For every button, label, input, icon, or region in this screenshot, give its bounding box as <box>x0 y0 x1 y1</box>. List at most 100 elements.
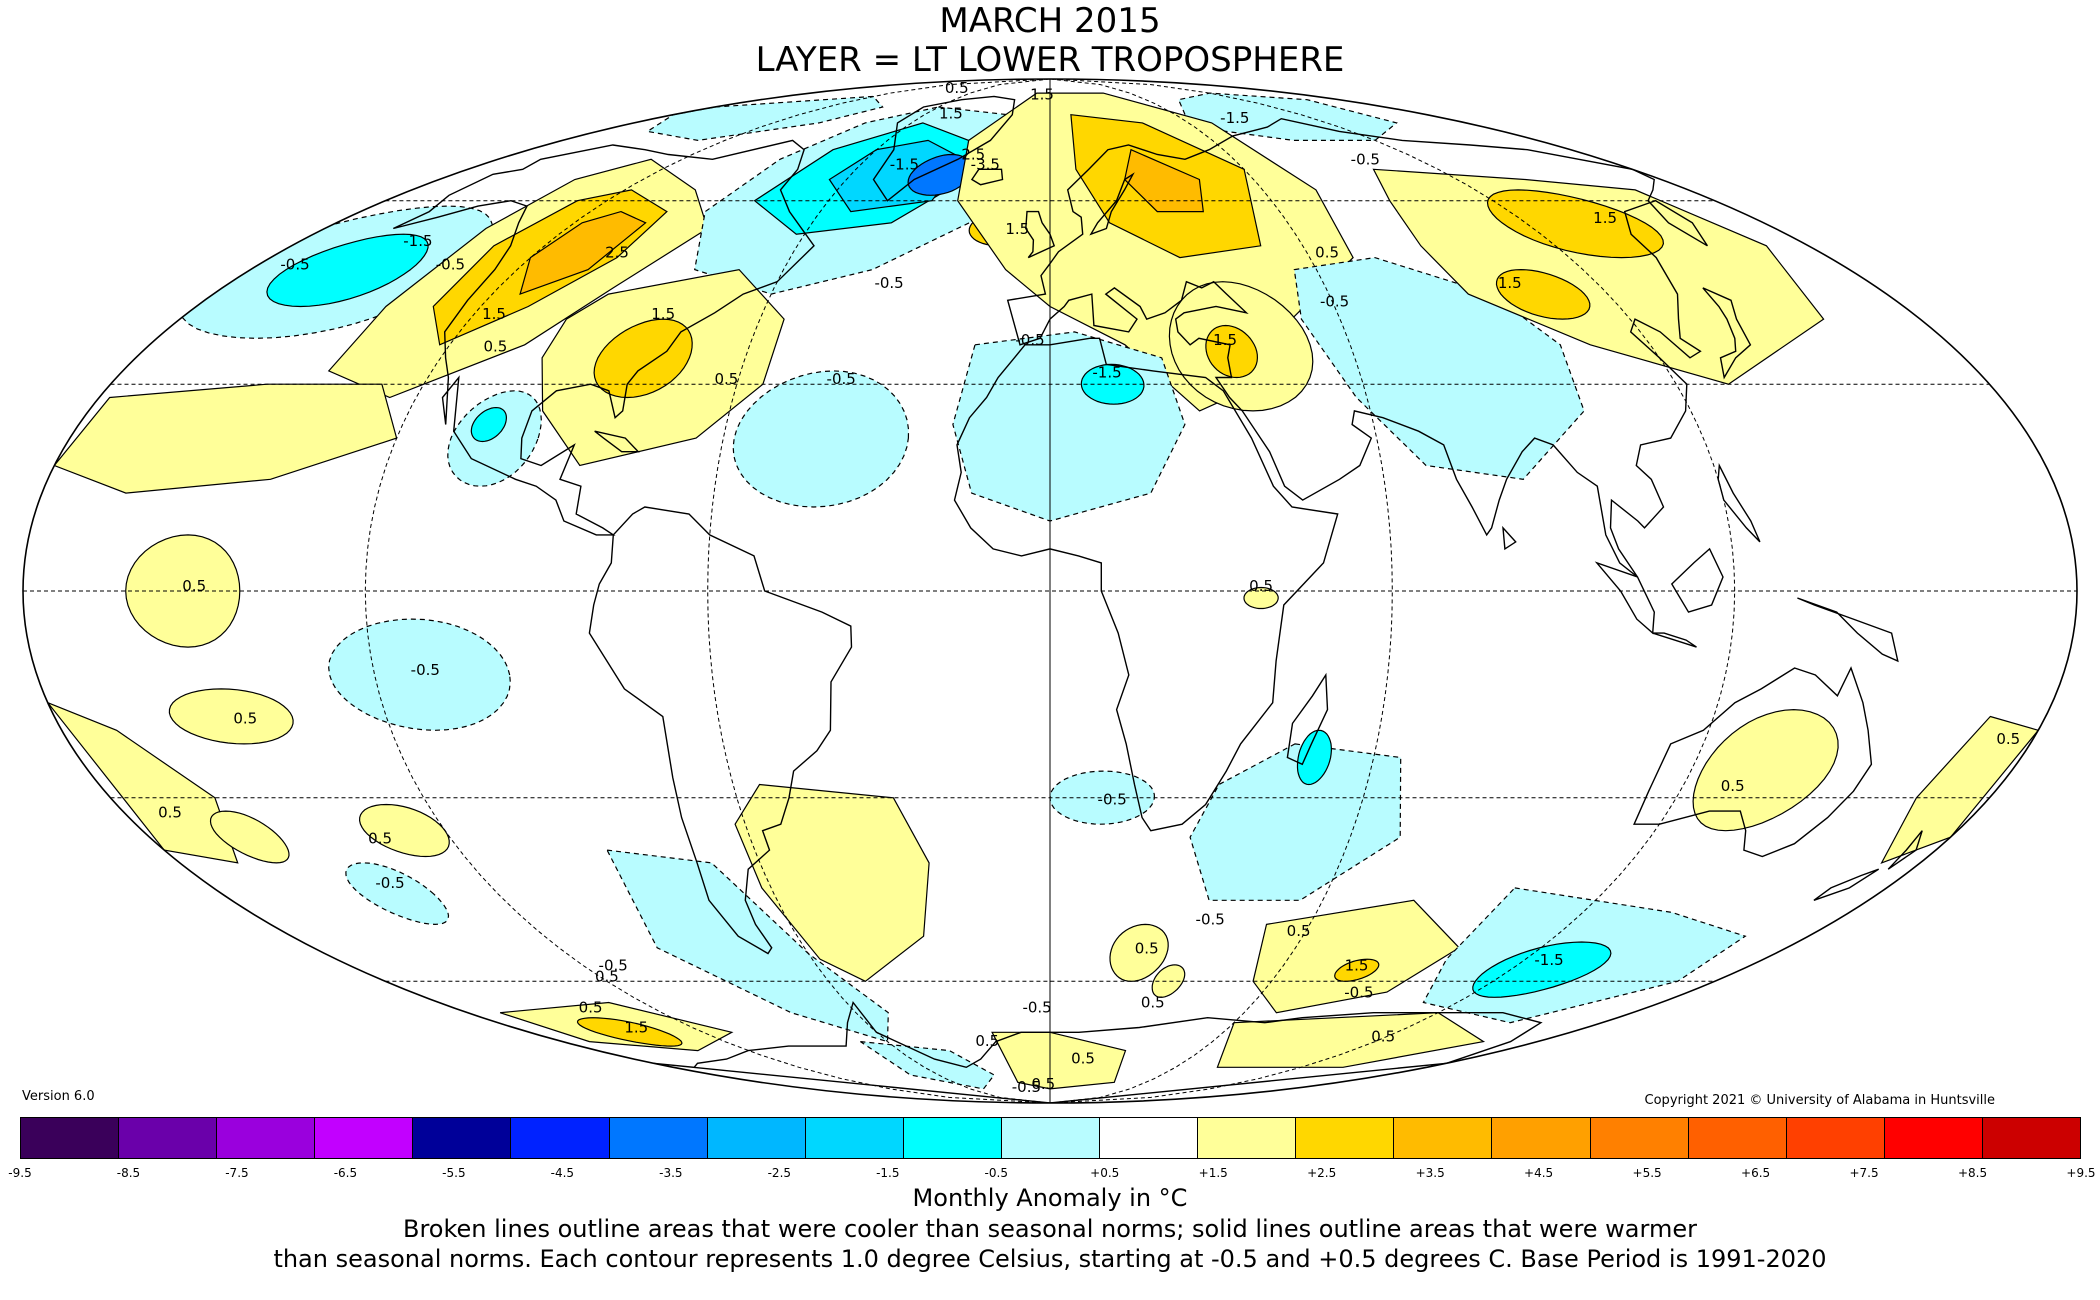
color-scale-tick: +9.5 <box>2066 1166 2096 1180</box>
warm-anomaly-region <box>266 233 429 308</box>
contour-label: -0.5 <box>1022 999 1051 1017</box>
contour-label: 0.5 <box>1135 940 1159 958</box>
warm-anomaly-region <box>1472 941 1612 998</box>
warm-anomaly-region <box>907 153 973 196</box>
coastline <box>970 168 1004 186</box>
contour-label: -0.5 <box>375 874 404 892</box>
contour-label: 0.5 <box>233 709 257 727</box>
longitude-line <box>1049 79 1393 1103</box>
contour-label: 0.5 <box>182 577 206 595</box>
anomaly-map: 0.51.51.5-1.52.5-3.51.5-0.5-1.5-0.5 -0.52… <box>22 78 2078 1104</box>
contour-label: -1.5 <box>1092 364 1121 382</box>
color-swatch <box>511 1118 610 1158</box>
cool-anomaly-region <box>645 95 884 142</box>
contour-label: 1.5 <box>1213 331 1237 349</box>
color-swatch <box>707 1118 806 1158</box>
coastline <box>1702 287 1752 380</box>
contour-label: -0.5 <box>436 256 465 274</box>
contour-label: 0.5 <box>1371 1028 1395 1046</box>
contour-label: 1.5 <box>1593 209 1617 227</box>
color-scale-tick: +4.5 <box>1524 1166 1554 1180</box>
coastline <box>1502 525 1517 551</box>
coastline <box>1633 666 1873 858</box>
copyright-label: Copyright 2021 © University of Alabama i… <box>1644 1093 1995 1108</box>
color-scale-tick: +8.5 <box>1957 1166 1988 1180</box>
contour-label: 2.5 <box>961 145 985 163</box>
warm-anomaly-region <box>519 210 647 296</box>
coastline <box>1797 597 1899 663</box>
color-swatch <box>1100 1118 1199 1158</box>
color-scale-tick: +5.5 <box>1632 1166 1662 1180</box>
contour-label: -0.5 <box>411 661 440 679</box>
contour-label: 0.5 <box>945 79 969 97</box>
cool-anomaly-region <box>860 1041 996 1090</box>
contour-label: 1.5 <box>624 1018 648 1036</box>
contour-label: 0.5 <box>1315 244 1339 262</box>
coastline <box>953 337 1339 832</box>
longitude-line <box>707 79 1051 1103</box>
contour-label: -0.5 <box>1196 910 1225 928</box>
contour-label: 0.5 <box>1287 922 1311 940</box>
contour-label: -0.5 <box>827 370 856 388</box>
coastline <box>1286 672 1329 766</box>
cool-anomaly-region <box>732 370 910 508</box>
contour-label: 0.5 <box>595 967 619 985</box>
contour-label: -1.5 <box>1534 951 1563 969</box>
color-scale-tick: -3.5 <box>659 1166 683 1180</box>
map-subtitle: LAYER = LT LOWER TROPOSPHERE <box>755 40 1345 80</box>
contour-label: 0.5 <box>1721 777 1745 795</box>
coastline <box>1813 868 1880 901</box>
contour-label: 1.5 <box>1345 956 1369 974</box>
contour-label: 0.5 <box>714 370 738 388</box>
contour-label: 0.5 <box>1141 994 1165 1012</box>
color-swatch <box>1786 1118 1885 1158</box>
contour-label: -0.5 <box>1344 983 1373 1001</box>
coastline <box>594 430 640 453</box>
contour-label: -0.5 <box>1320 293 1349 311</box>
contour-label: 2.5 <box>605 244 629 262</box>
color-scale-tick: -1.5 <box>876 1166 900 1180</box>
coastline <box>1594 561 1656 635</box>
color-scale-bar <box>20 1117 2081 1159</box>
contour-label: 1.5 <box>1498 274 1522 292</box>
cool-anomaly-region <box>1177 92 1398 141</box>
contour-label-layer: 0.51.51.5-1.52.5-3.51.5-0.5-1.5-0.5 -0.52… <box>158 79 2020 1096</box>
color-scale-tick: -0.5 <box>984 1166 1008 1180</box>
color-swatch <box>1688 1118 1787 1158</box>
contour-label: 1.5 <box>1030 86 1054 104</box>
description-line-2: than seasonal norms. Each contour repres… <box>273 1245 1827 1273</box>
warm-anomaly-region <box>576 1017 683 1047</box>
color-swatch <box>1394 1118 1493 1158</box>
contour-label: -0.5 <box>1015 331 1044 349</box>
contour-label: 0.5 <box>158 804 182 822</box>
coastline <box>653 1000 1543 1103</box>
color-scale-tick: +1.5 <box>1198 1166 1228 1180</box>
color-swatch <box>217 1118 316 1158</box>
color-scale-tick: +7.5 <box>1849 1166 1879 1180</box>
cool-anomaly-region <box>952 331 1186 522</box>
coastline <box>1670 547 1724 613</box>
color-swatch <box>1884 1118 1983 1158</box>
coastline <box>588 506 853 955</box>
contour-label: 0.5 <box>579 999 603 1017</box>
warm-anomaly-region <box>1296 729 1333 786</box>
color-swatch <box>1001 1118 1101 1158</box>
contour-label: 0.5 <box>1071 1049 1095 1067</box>
color-scale-ticks: -9.5 -8.5 -7.5 -6.5 -5.5 -4.5 -3.5 -2.5 -1.5 -0.5… <box>8 1166 2095 1186</box>
color-scale-tick: -4.5 <box>550 1166 575 1180</box>
contour-label: -3.5 <box>971 155 1000 173</box>
description-line-1: Broken lines outline areas that were coo… <box>403 1215 1697 1243</box>
color-swatch <box>1198 1118 1297 1158</box>
color-swatch <box>1590 1118 1689 1158</box>
color-scale-tick: -8.5 <box>116 1166 141 1180</box>
cool-anomaly-region <box>328 618 511 731</box>
color-swatch <box>1296 1118 1395 1158</box>
contour-label: 0.5 <box>1031 1075 1055 1093</box>
contour-label: -0.5 <box>1012 1078 1041 1096</box>
contour-label: 1.5 <box>651 305 675 323</box>
color-scale-tick: -6.5 <box>333 1166 358 1180</box>
coastline <box>872 95 1016 202</box>
color-swatch <box>609 1118 708 1158</box>
warm-anomaly-region <box>1205 324 1259 379</box>
coastline <box>1887 830 1923 870</box>
